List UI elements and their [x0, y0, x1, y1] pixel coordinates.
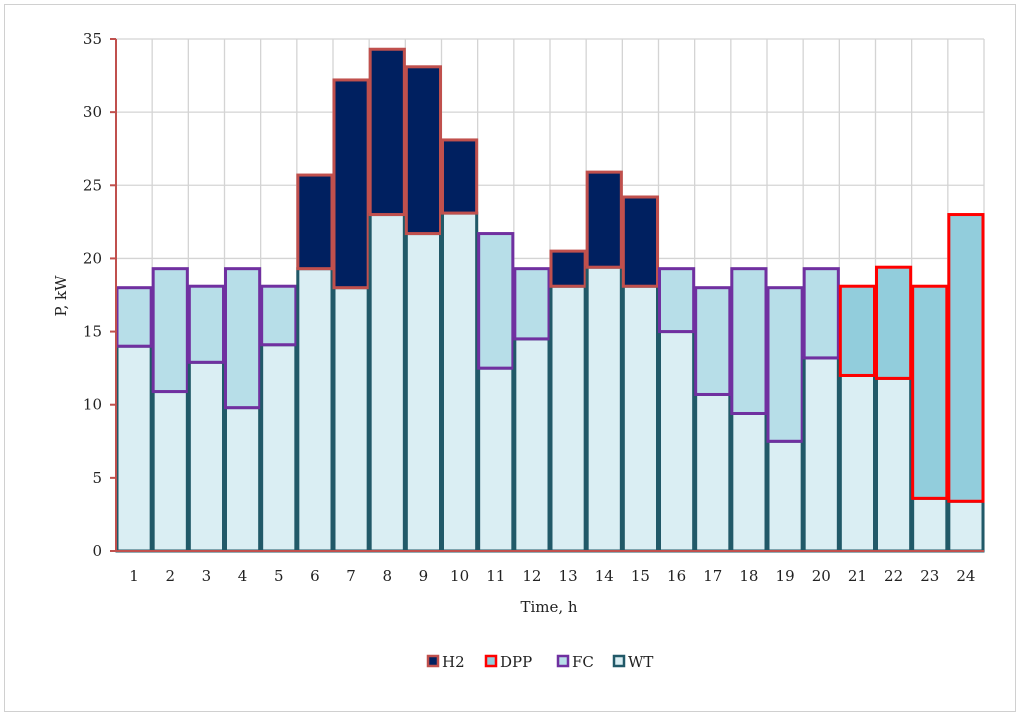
- bar-fc-12: [513, 267, 551, 341]
- y-tick-label: 0: [92, 542, 102, 560]
- x-tick-label: 1: [129, 567, 139, 585]
- x-axis-title: Time, h: [520, 598, 577, 616]
- bar-wt-19: [766, 439, 804, 553]
- bar-fc-20: [802, 267, 840, 360]
- bar-dpp-22: [875, 265, 913, 380]
- y-axis-title: P, kW: [52, 275, 70, 317]
- bar-wt-3: [187, 360, 225, 553]
- x-tick-label: 15: [631, 567, 650, 585]
- bar-dpp-24: [947, 213, 985, 503]
- bar-h2-6: [296, 173, 334, 271]
- bar-h2-7: [332, 78, 370, 290]
- bar-fc-1: [115, 286, 153, 348]
- y-tick-label: 15: [83, 323, 102, 341]
- x-tick-label: 21: [848, 567, 867, 585]
- bar-fc-18: [730, 267, 768, 415]
- bar-wt-14: [585, 265, 623, 553]
- x-tick-label: 4: [238, 567, 248, 585]
- bar-h2-8: [368, 47, 406, 217]
- bar-wt-8: [368, 213, 406, 553]
- legend-swatch-wt: [612, 654, 626, 668]
- bar-wt-6: [296, 267, 334, 553]
- bar-wt-16: [658, 330, 696, 553]
- x-tick-label: 14: [595, 567, 614, 585]
- bar-wt-7: [332, 286, 370, 553]
- x-tick-label: 24: [956, 567, 975, 585]
- x-tick-label: 18: [739, 567, 758, 585]
- bars: [115, 47, 985, 553]
- bar-wt-13: [549, 284, 587, 553]
- legend-label-dpp: DPP: [500, 653, 532, 671]
- bar-fc-17: [694, 286, 732, 396]
- bar-wt-9: [404, 232, 443, 553]
- legend-label-wt: WT: [628, 653, 653, 671]
- y-tick-label: 20: [83, 249, 102, 267]
- legend-swatch-dpp: [484, 654, 498, 668]
- bar-dpp-21: [838, 284, 876, 377]
- bar-wt-24: [947, 499, 985, 553]
- bar-wt-5: [260, 343, 298, 553]
- bar-h2-13: [549, 249, 587, 288]
- x-tick-label: 2: [165, 567, 175, 585]
- bar-wt-22: [875, 376, 913, 553]
- bar-wt-17: [694, 392, 732, 553]
- x-tick-label: 20: [812, 567, 831, 585]
- y-tick-label: 25: [83, 176, 102, 194]
- bar-wt-21: [838, 373, 876, 553]
- bar-fc-5: [260, 284, 298, 347]
- bar-wt-4: [224, 406, 262, 553]
- bar-wt-18: [730, 411, 768, 553]
- x-tick-label: 23: [920, 567, 939, 585]
- axes: [110, 38, 984, 552]
- legend-swatch-h2: [426, 654, 440, 668]
- y-tick-label: 5: [92, 469, 102, 487]
- bar-fc-4: [224, 267, 262, 410]
- bar-wt-20: [802, 356, 840, 553]
- y-tick-label: 30: [83, 103, 102, 121]
- bar-fc-2: [151, 267, 189, 394]
- y-tick-label: 10: [83, 396, 102, 414]
- bar-wt-12: [513, 337, 551, 553]
- bar-wt-23: [911, 496, 949, 553]
- x-tick-label: 8: [382, 567, 392, 585]
- bar-wt-2: [151, 390, 189, 553]
- legend: H2 DPP FC WT: [426, 653, 653, 671]
- bar-fc-3: [187, 284, 225, 364]
- bar-wt-11: [477, 366, 515, 553]
- bar-h2-14: [585, 170, 623, 269]
- bar-wt-15: [621, 284, 659, 553]
- x-tick-label: 13: [559, 567, 578, 585]
- bar-h2-15: [621, 195, 659, 288]
- x-tick-label: 6: [310, 567, 320, 585]
- x-tick-label: 11: [486, 567, 505, 585]
- x-tick-label: 7: [346, 567, 356, 585]
- x-tick-label: 16: [667, 567, 686, 585]
- legend-label-fc: FC: [572, 653, 594, 671]
- x-tick-label: 17: [703, 567, 722, 585]
- x-tick-label: 22: [884, 567, 903, 585]
- x-tick-label: 9: [419, 567, 429, 585]
- bar-h2-9: [404, 65, 443, 236]
- bar-fc-16: [658, 267, 696, 334]
- y-tick-label: 35: [83, 30, 102, 48]
- legend-swatch-fc: [556, 654, 570, 668]
- bar-fc-19: [766, 286, 804, 443]
- bar-h2-10: [441, 138, 479, 215]
- bar-wt-10: [441, 211, 479, 553]
- legend-label-h2: H2: [442, 653, 465, 671]
- x-tick-label: 3: [202, 567, 212, 585]
- x-tick-label: 19: [776, 567, 795, 585]
- x-tick-label: 12: [522, 567, 541, 585]
- x-tick-label: 10: [450, 567, 469, 585]
- x-tick-label: 5: [274, 567, 284, 585]
- bar-wt-1: [115, 344, 153, 553]
- bar-fc-11: [477, 232, 515, 370]
- bar-dpp-23: [911, 284, 949, 500]
